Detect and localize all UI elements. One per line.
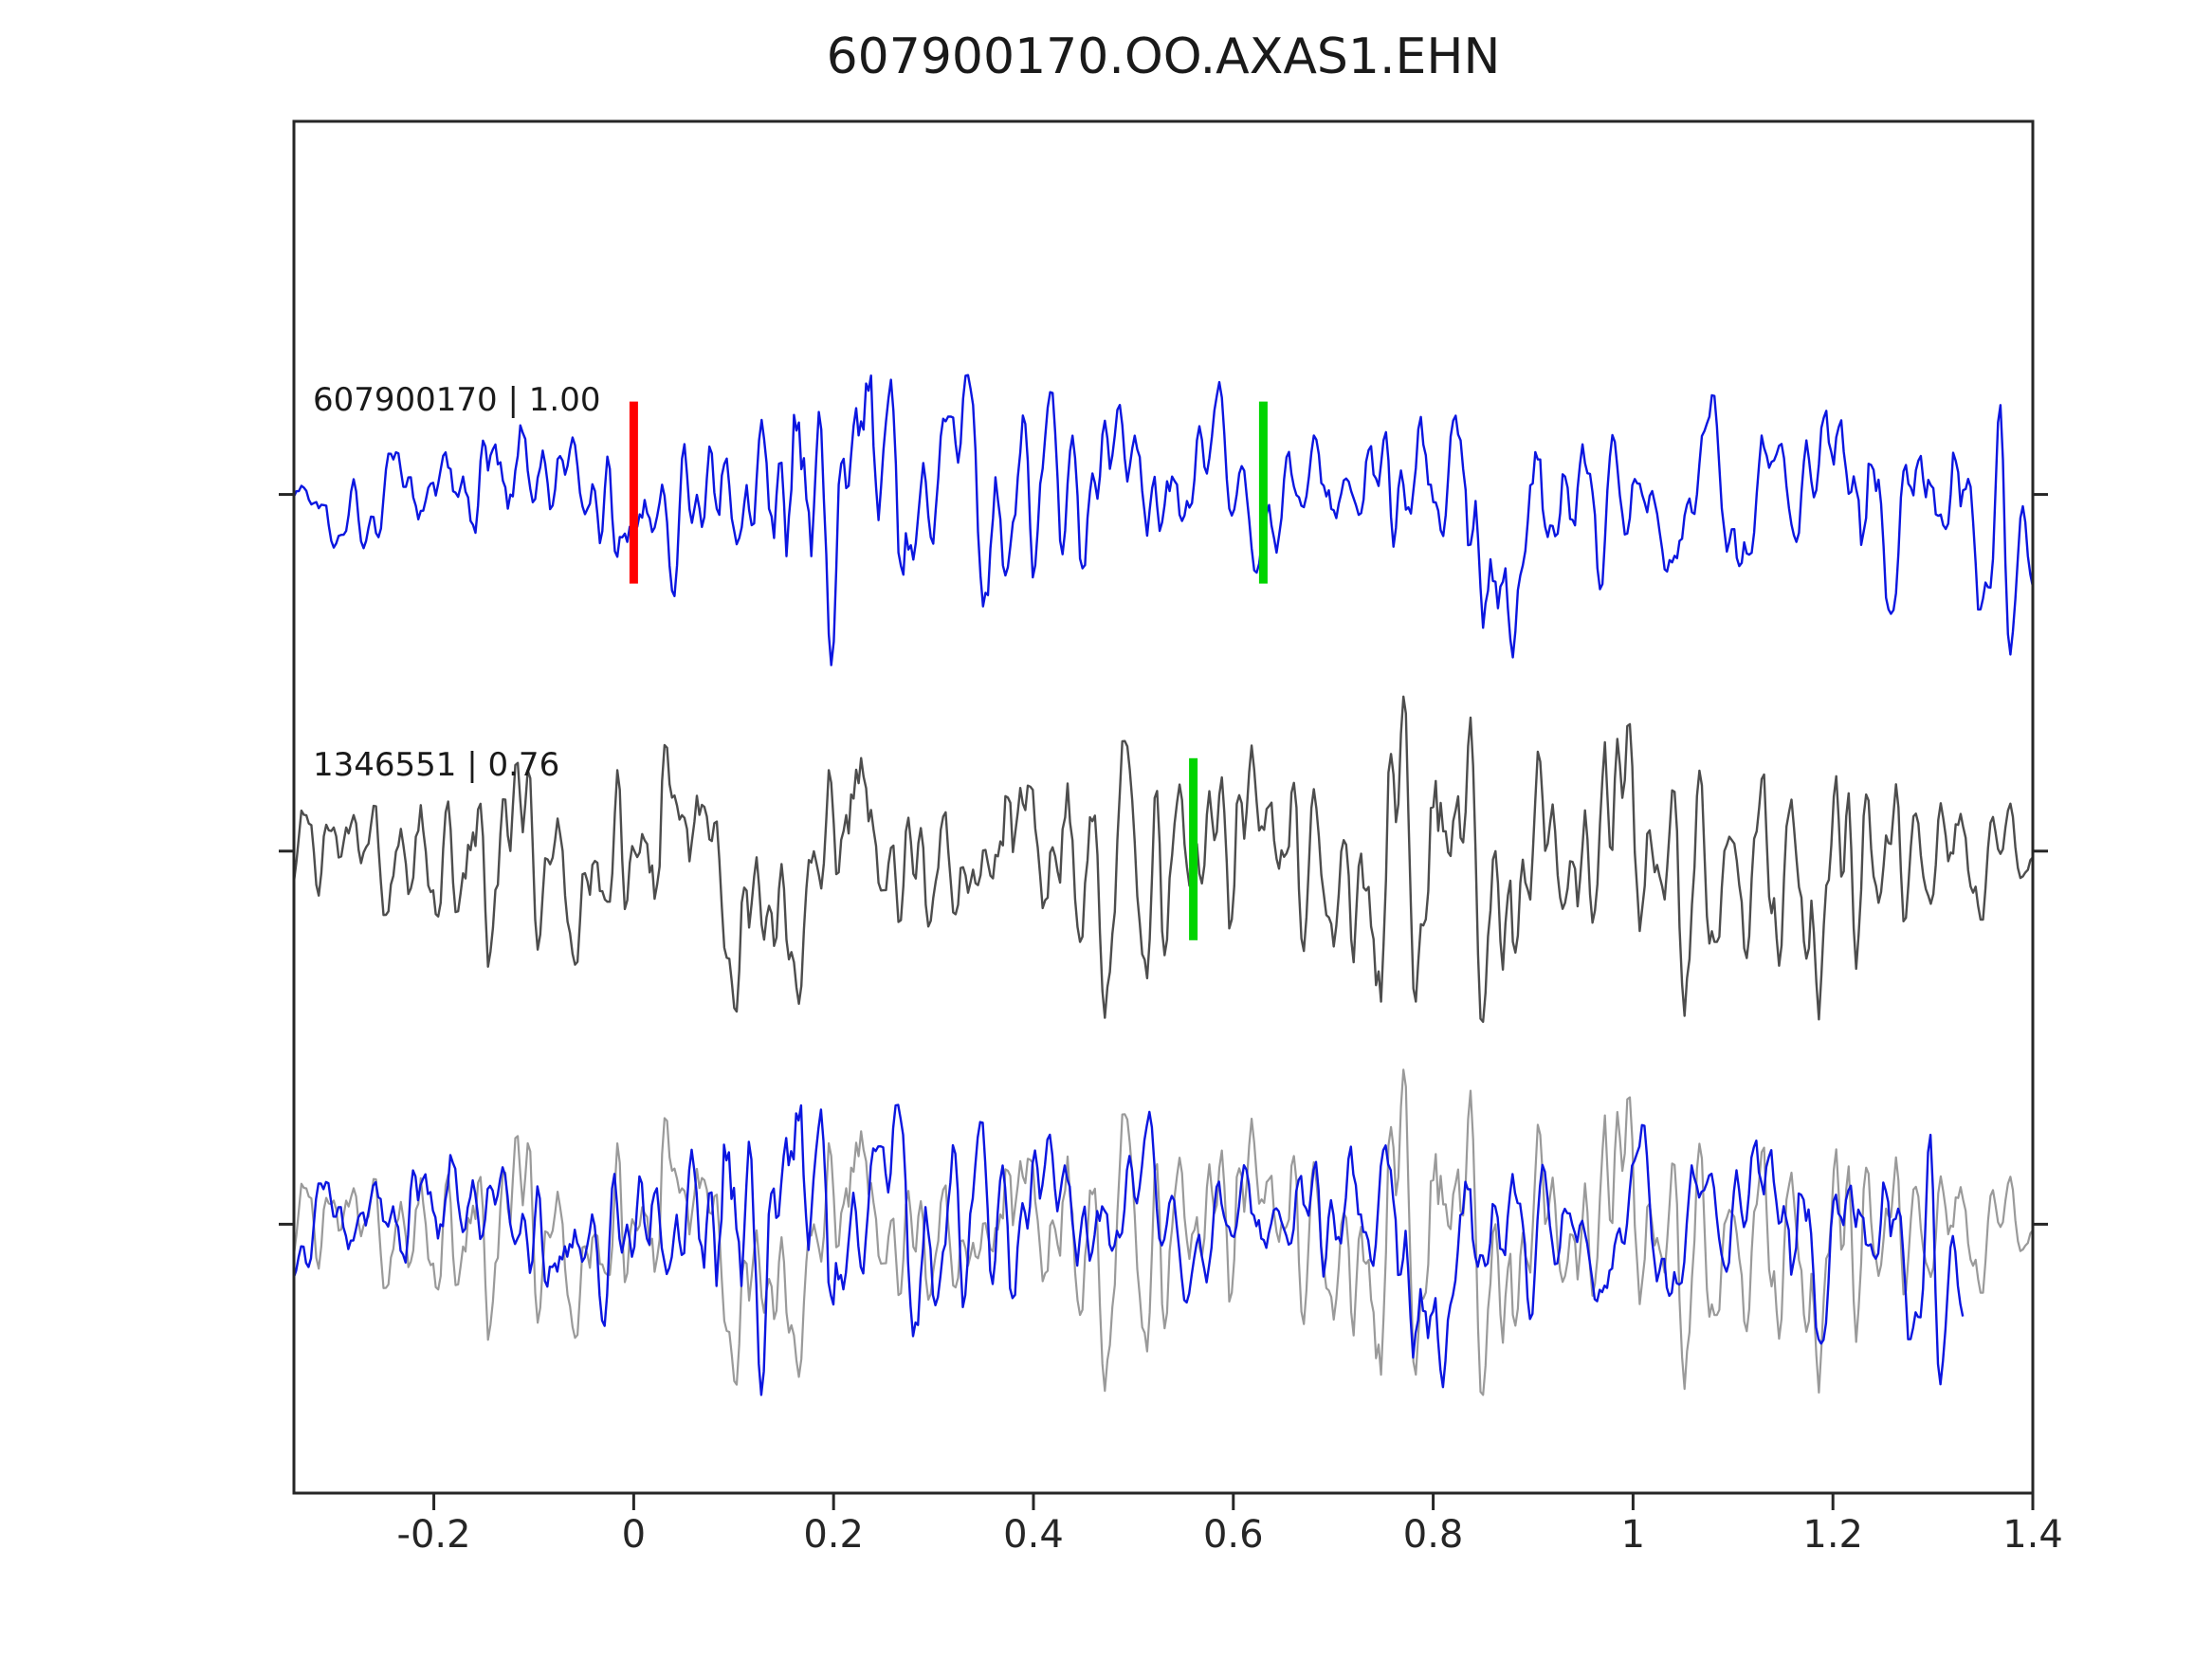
x-tick-label: 0.6 (1202, 1513, 1264, 1557)
x-tick-label: 1.4 (2002, 1513, 2063, 1557)
detected-pick-marker-607900170 (1258, 401, 1268, 584)
trace-607900170-waveform (294, 374, 2033, 666)
chart-title: 607900170.OO.AXAS1.EHN (826, 28, 1501, 85)
trace-1346551-waveform (294, 695, 2033, 1023)
overlay-aligned-waveform (294, 1103, 1965, 1396)
x-tick-label: 0 (621, 1513, 647, 1557)
x-tick-label: 1.2 (1802, 1513, 1863, 1557)
detected-pick-marker-1346551 (1189, 757, 1198, 940)
x-tick-label: 1 (1620, 1513, 1646, 1557)
plot-border (292, 119, 2035, 1495)
x-tick-label: 0.4 (1003, 1513, 1064, 1557)
x-tick-label: 0.2 (803, 1513, 864, 1557)
x-tick-label: 0.8 (1402, 1513, 1464, 1557)
overlay-base-waveform (294, 1068, 2033, 1396)
trace-label-1346551: 1346551 | 0.76 (313, 746, 560, 784)
reference-pick-marker-607900170 (629, 401, 638, 584)
x-tick-label: -0.2 (396, 1513, 471, 1557)
trace-label-607900170: 607900170 | 1.00 (313, 381, 601, 419)
